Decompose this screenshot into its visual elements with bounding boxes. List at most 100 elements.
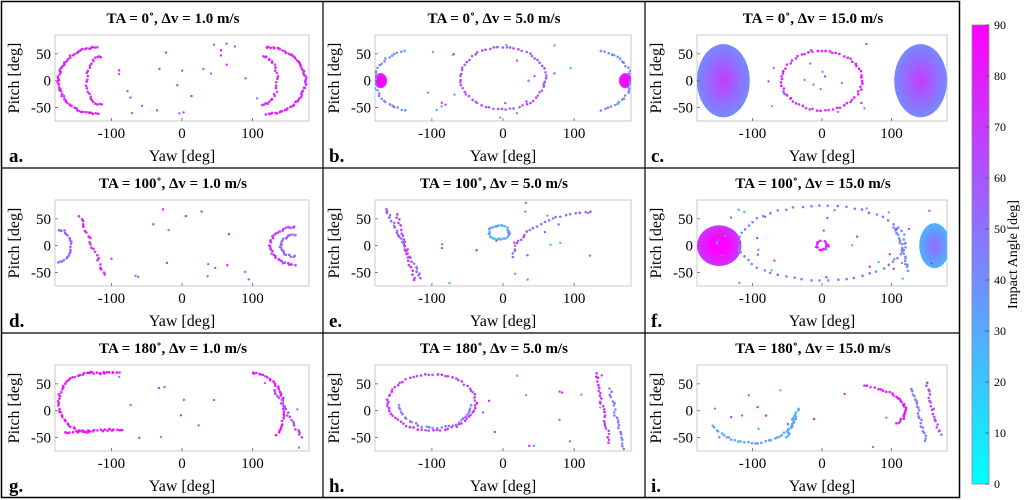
- data-point: [385, 207, 388, 211]
- data-point: [57, 261, 60, 264]
- data-point: [397, 235, 401, 238]
- data-point: [267, 57, 271, 61]
- data-point: [606, 435, 609, 439]
- data-point: [621, 60, 624, 63]
- data-point: [294, 427, 297, 431]
- data-point: [95, 371, 99, 374]
- data-point: [67, 254, 70, 258]
- data-point: [68, 431, 71, 434]
- data-layer: [697, 204, 947, 285]
- data-point: [627, 66, 630, 69]
- data-point: [607, 432, 611, 436]
- panel-title: TA = 100˚, Δv = 1.0 m/s: [99, 176, 247, 192]
- data-point: [713, 407, 717, 410]
- data-point: [392, 52, 396, 56]
- data-point: [755, 236, 759, 240]
- data-point: [398, 218, 401, 221]
- data-point: [620, 442, 624, 445]
- data-point: [816, 49, 820, 53]
- data-point: [65, 380, 69, 383]
- data-point: [395, 229, 399, 233]
- data-point: [794, 57, 798, 60]
- data-point: [804, 106, 808, 110]
- colorbar: 0 10 20 30 40 50 60 70 80 90 Impact Angle [deg]: [971, 18, 1021, 491]
- x-tick-label: 0: [178, 456, 186, 472]
- data-point: [902, 402, 906, 406]
- x-tick-label: -100: [98, 456, 126, 472]
- data-point: [273, 233, 276, 237]
- panel-title: TA = 0˚, Δv = 5.0 m/s: [428, 11, 561, 27]
- data-point: [856, 90, 860, 93]
- data-point: [105, 370, 109, 374]
- data-point: [784, 67, 787, 70]
- data-point: [266, 102, 270, 105]
- data-point: [540, 64, 544, 68]
- data-point: [378, 63, 382, 67]
- colorbar-tick-label: 80: [994, 69, 1006, 83]
- data-point: [301, 89, 305, 92]
- data-point: [376, 88, 379, 92]
- data-point: [431, 426, 434, 430]
- data-point: [292, 226, 295, 229]
- data-point: [86, 74, 90, 78]
- data-point: [459, 78, 462, 82]
- data-point: [913, 394, 916, 398]
- data-point: [279, 427, 283, 430]
- data-point: [931, 252, 935, 255]
- data-point: [283, 50, 287, 53]
- data-point: [558, 418, 561, 421]
- data-point: [613, 414, 616, 417]
- y-axis-label: Pitch [deg]: [648, 43, 665, 114]
- data-point: [614, 408, 617, 411]
- data-point: [269, 240, 273, 244]
- data-point: [896, 257, 899, 260]
- data-point: [877, 387, 880, 391]
- data-point: [797, 103, 801, 106]
- data-point: [792, 416, 795, 420]
- data-point: [182, 398, 186, 402]
- data-point: [517, 48, 520, 51]
- data-point: [473, 406, 477, 410]
- data-point: [375, 82, 377, 86]
- data-point: [900, 242, 904, 246]
- data-point: [91, 112, 95, 116]
- data-point: [385, 211, 389, 215]
- data-point: [860, 208, 864, 211]
- data-point: [435, 108, 438, 112]
- data-point: [611, 400, 615, 403]
- data-point: [861, 82, 864, 85]
- data-point: [456, 378, 460, 382]
- colorbar-label: Impact Angle [deg]: [1006, 200, 1021, 309]
- data-point: [543, 81, 546, 84]
- data-point: [292, 424, 296, 427]
- data-point: [395, 213, 399, 216]
- data-point: [466, 384, 469, 388]
- data-point: [524, 201, 528, 205]
- data-point: [440, 246, 444, 250]
- data-point: [399, 228, 403, 232]
- data-point: [274, 66, 277, 69]
- data-point: [794, 417, 798, 421]
- data-point: [921, 426, 925, 429]
- data-point: [825, 243, 828, 246]
- data-point: [76, 374, 80, 378]
- data-point: [560, 391, 564, 394]
- data-point: [61, 415, 64, 419]
- data-point: [475, 249, 478, 252]
- data-point: [924, 437, 927, 440]
- y-tick-label: -50: [673, 266, 693, 282]
- data-point: [538, 91, 541, 94]
- data-point: [428, 425, 431, 429]
- data-point: [424, 428, 427, 432]
- data-point: [264, 102, 267, 105]
- data-point: [819, 87, 822, 91]
- data-point: [609, 105, 613, 108]
- data-point: [452, 52, 456, 56]
- data-point: [413, 276, 416, 280]
- data-point: [506, 226, 509, 229]
- data-point: [892, 223, 895, 226]
- data-point: [845, 277, 848, 281]
- data-point: [834, 51, 838, 55]
- data-point: [789, 97, 792, 101]
- data-point: [81, 110, 85, 114]
